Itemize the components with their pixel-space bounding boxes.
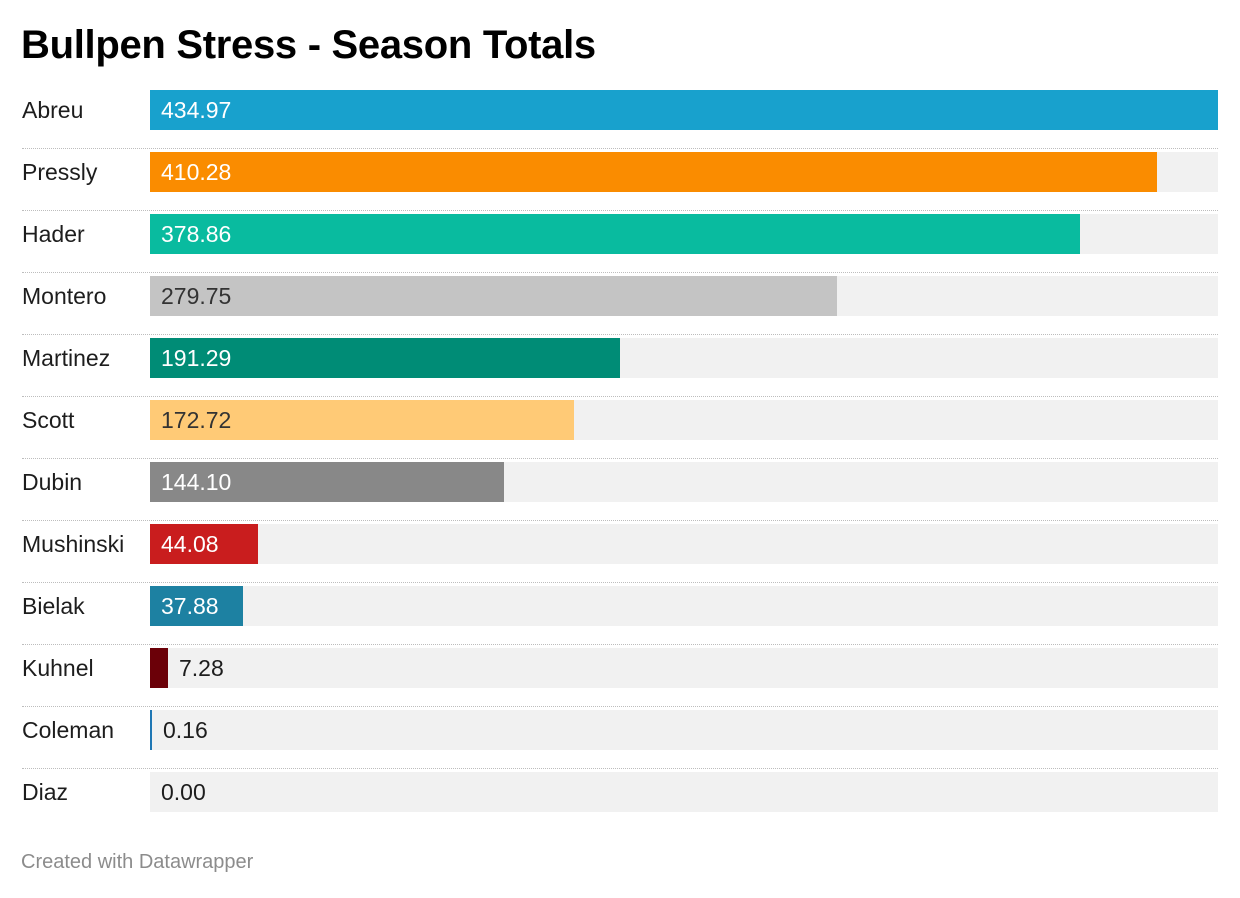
bar-label: Montero — [22, 283, 107, 309]
bar-label: Kuhnel — [22, 655, 94, 681]
bar-row: Scott 172.72 — [0, 400, 1240, 462]
bar — [150, 524, 258, 564]
bar-track: 172.72 — [150, 400, 1218, 440]
bar-row: Martinez 191.29 — [0, 338, 1240, 400]
bar-label: Scott — [22, 407, 75, 433]
bar-label: Abreu — [22, 97, 84, 123]
bar-row: Coleman 0.16 — [0, 710, 1240, 772]
bar-value-label: 0.16 — [163, 717, 208, 743]
bar — [150, 462, 504, 502]
bar-value-label: 410.28 — [161, 159, 232, 185]
bar-track: 191.29 — [150, 338, 1218, 378]
bar-track: 0.00 — [150, 772, 1218, 812]
row-separator — [22, 396, 1218, 397]
bar-value-label: 434.97 — [161, 97, 232, 123]
bar-label: Hader — [22, 221, 85, 247]
bar-row: Montero 279.75 — [0, 276, 1240, 338]
bar-row: Bielak 37.88 — [0, 586, 1240, 648]
bar-row: Diaz 0.00 — [0, 772, 1240, 834]
chart-title: Bullpen Stress - Season Totals — [21, 23, 596, 67]
bar-row: Hader 378.86 — [0, 214, 1240, 276]
bar — [150, 586, 243, 626]
bar-row: Mushinski 44.08 — [0, 524, 1240, 586]
bar — [150, 400, 574, 440]
bar-value-label: 378.86 — [161, 221, 232, 247]
row-separator — [22, 148, 1218, 149]
bar-track: 279.75 — [150, 276, 1218, 316]
bar-label: Martinez — [22, 345, 111, 371]
bar — [150, 710, 152, 750]
bar-track: 410.28 — [150, 152, 1218, 192]
row-separator — [22, 582, 1218, 583]
footer-credit: Created with Datawrapper — [21, 851, 254, 873]
bar-row: Dubin 144.10 — [0, 462, 1240, 524]
bar-track: 0.16 — [150, 710, 1218, 750]
bar-value-label: 191.29 — [161, 345, 232, 371]
bar-value-label: 7.28 — [179, 655, 224, 681]
bar — [150, 214, 1080, 254]
row-separator — [22, 272, 1218, 273]
bar-track: 37.88 — [150, 586, 1218, 626]
bar-label: Mushinski — [22, 531, 125, 557]
bar-value-label: 172.72 — [161, 407, 232, 433]
bar-value-label: 37.88 — [161, 593, 219, 619]
bar-row: Kuhnel 7.28 — [0, 648, 1240, 710]
row-separator — [22, 210, 1218, 211]
bar-label: Dubin — [22, 469, 83, 495]
row-separator — [22, 458, 1218, 459]
bar — [150, 338, 620, 378]
bar — [150, 276, 837, 316]
bar — [150, 648, 168, 688]
bar-track: 434.97 — [150, 90, 1218, 130]
row-separator — [22, 768, 1218, 769]
bar — [150, 90, 1218, 130]
row-separator — [22, 706, 1218, 707]
bar-row: Abreu 434.97 — [0, 90, 1240, 152]
bar-track: 144.10 — [150, 462, 1218, 502]
bar-label: Coleman — [22, 717, 115, 743]
bar-value-label: 279.75 — [161, 283, 232, 309]
bar-label: Pressly — [22, 159, 98, 185]
bar — [150, 152, 1157, 192]
bar-value-label: 44.08 — [161, 531, 219, 557]
bar-label: Diaz — [22, 779, 69, 805]
bar-value-label: 144.10 — [161, 469, 232, 495]
bar-track: 44.08 — [150, 524, 1218, 564]
bar-value-label: 0.00 — [161, 779, 206, 805]
row-separator — [22, 520, 1218, 521]
bar-label: Bielak — [22, 593, 85, 619]
row-separator — [22, 334, 1218, 335]
bar-row: Pressly 410.28 — [0, 152, 1240, 214]
row-separator — [22, 644, 1218, 645]
bar-track: 7.28 — [150, 648, 1218, 688]
bar-track: 378.86 — [150, 214, 1218, 254]
